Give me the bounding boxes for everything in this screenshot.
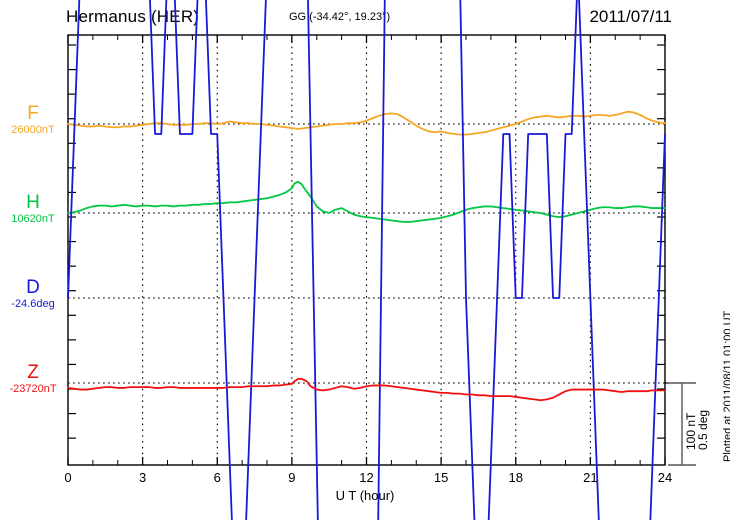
- x-tick-label: 21: [583, 470, 598, 485]
- trace-F: [67, 110, 666, 136]
- x-tick-label: 0: [64, 470, 72, 485]
- trace-Z: [67, 378, 666, 402]
- x-tick-label: 18: [508, 470, 523, 485]
- component-baseline-F: 26000nT: [11, 124, 55, 136]
- component-symbol-F: F: [27, 103, 39, 124]
- x-tick-label: 12: [359, 470, 374, 485]
- x-tick-label: 15: [433, 470, 449, 485]
- component-baseline-Z: -23720nT: [9, 383, 57, 395]
- component-label-Z: Z -23720nT: [2, 363, 64, 396]
- x-axis-title: U T (hour): [335, 488, 395, 503]
- x-tick-label: 6: [213, 470, 221, 485]
- trace-D: [67, 0, 666, 520]
- component-symbol-Z: Z: [27, 362, 39, 383]
- component-label-D: D -24.6deg: [2, 278, 64, 311]
- trace-H: [67, 180, 666, 223]
- x-tick-label: 3: [139, 470, 147, 485]
- x-tick-label: 24: [657, 470, 673, 485]
- geographic-coordinates: GG (-34.42°, 19.23°): [289, 11, 390, 23]
- component-label-F: F 26000nT: [2, 104, 64, 137]
- component-symbol-H: H: [26, 192, 40, 213]
- component-baseline-D: -24.6deg: [11, 298, 55, 310]
- coords-text: GG (-34.42°, 19.23°): [289, 11, 391, 23]
- component-baseline-H: 10620nT: [11, 213, 55, 225]
- component-symbol-D: D: [26, 277, 40, 298]
- observation-date: 2011/07/11: [589, 7, 672, 26]
- component-label-H: H 10620nT: [2, 193, 64, 226]
- plotted-timestamp: Plotted at 2011/08/11 01:00 UT: [722, 310, 730, 462]
- x-tick-label: 9: [288, 470, 296, 485]
- scale-bar-label-deg: 0.5 deg: [696, 409, 710, 450]
